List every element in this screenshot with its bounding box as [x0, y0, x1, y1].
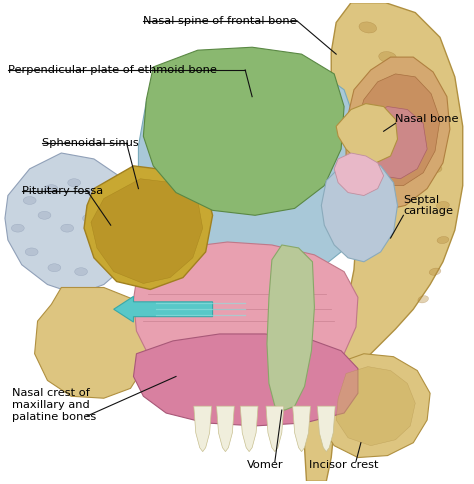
Ellipse shape [11, 224, 24, 232]
Polygon shape [134, 334, 358, 426]
Ellipse shape [437, 201, 449, 210]
Ellipse shape [25, 248, 38, 256]
Ellipse shape [104, 204, 117, 212]
Polygon shape [134, 242, 358, 396]
Polygon shape [5, 153, 138, 294]
Polygon shape [91, 179, 203, 284]
Text: Nasal crest of
maxillary and
palatine bones: Nasal crest of maxillary and palatine bo… [12, 388, 96, 422]
Text: Vomer: Vomer [246, 460, 283, 470]
Ellipse shape [48, 264, 61, 272]
Text: Septal
cartilage: Septal cartilage [403, 195, 454, 216]
Ellipse shape [61, 224, 73, 232]
Polygon shape [358, 106, 427, 179]
Ellipse shape [437, 237, 449, 243]
Polygon shape [266, 406, 284, 452]
Polygon shape [240, 406, 258, 452]
Ellipse shape [418, 296, 428, 303]
Ellipse shape [359, 22, 377, 33]
Text: Pituitary fossa: Pituitary fossa [22, 185, 103, 196]
Polygon shape [336, 104, 398, 163]
Ellipse shape [379, 52, 396, 62]
Polygon shape [35, 287, 148, 398]
Polygon shape [194, 406, 211, 452]
Polygon shape [304, 3, 463, 481]
FancyArrow shape [114, 296, 212, 322]
Ellipse shape [428, 165, 442, 173]
Polygon shape [84, 166, 212, 289]
Text: Nasal bone: Nasal bone [395, 114, 459, 124]
Polygon shape [321, 159, 398, 262]
Polygon shape [356, 74, 440, 186]
Ellipse shape [38, 212, 51, 219]
Ellipse shape [45, 185, 58, 193]
Ellipse shape [74, 268, 88, 275]
Polygon shape [292, 406, 310, 452]
Ellipse shape [97, 254, 110, 262]
Polygon shape [334, 153, 383, 196]
Ellipse shape [88, 189, 100, 197]
Polygon shape [321, 354, 430, 457]
Ellipse shape [23, 197, 36, 204]
Text: Perpendicular plate of ethmoid bone: Perpendicular plate of ethmoid bone [8, 65, 217, 75]
Text: Sphenoidal sinus: Sphenoidal sinus [42, 138, 138, 148]
Polygon shape [143, 47, 344, 215]
Ellipse shape [110, 231, 123, 239]
Polygon shape [217, 406, 234, 452]
Polygon shape [336, 366, 415, 446]
Ellipse shape [82, 214, 95, 222]
Polygon shape [318, 406, 335, 452]
Ellipse shape [68, 179, 81, 187]
Ellipse shape [416, 125, 430, 134]
Ellipse shape [398, 87, 413, 97]
Ellipse shape [429, 268, 441, 275]
Text: Incisor crest: Incisor crest [310, 460, 379, 470]
Polygon shape [346, 57, 450, 211]
Polygon shape [267, 245, 314, 410]
Polygon shape [138, 54, 361, 280]
Text: Nasal spine of frontal bone: Nasal spine of frontal bone [143, 15, 297, 26]
